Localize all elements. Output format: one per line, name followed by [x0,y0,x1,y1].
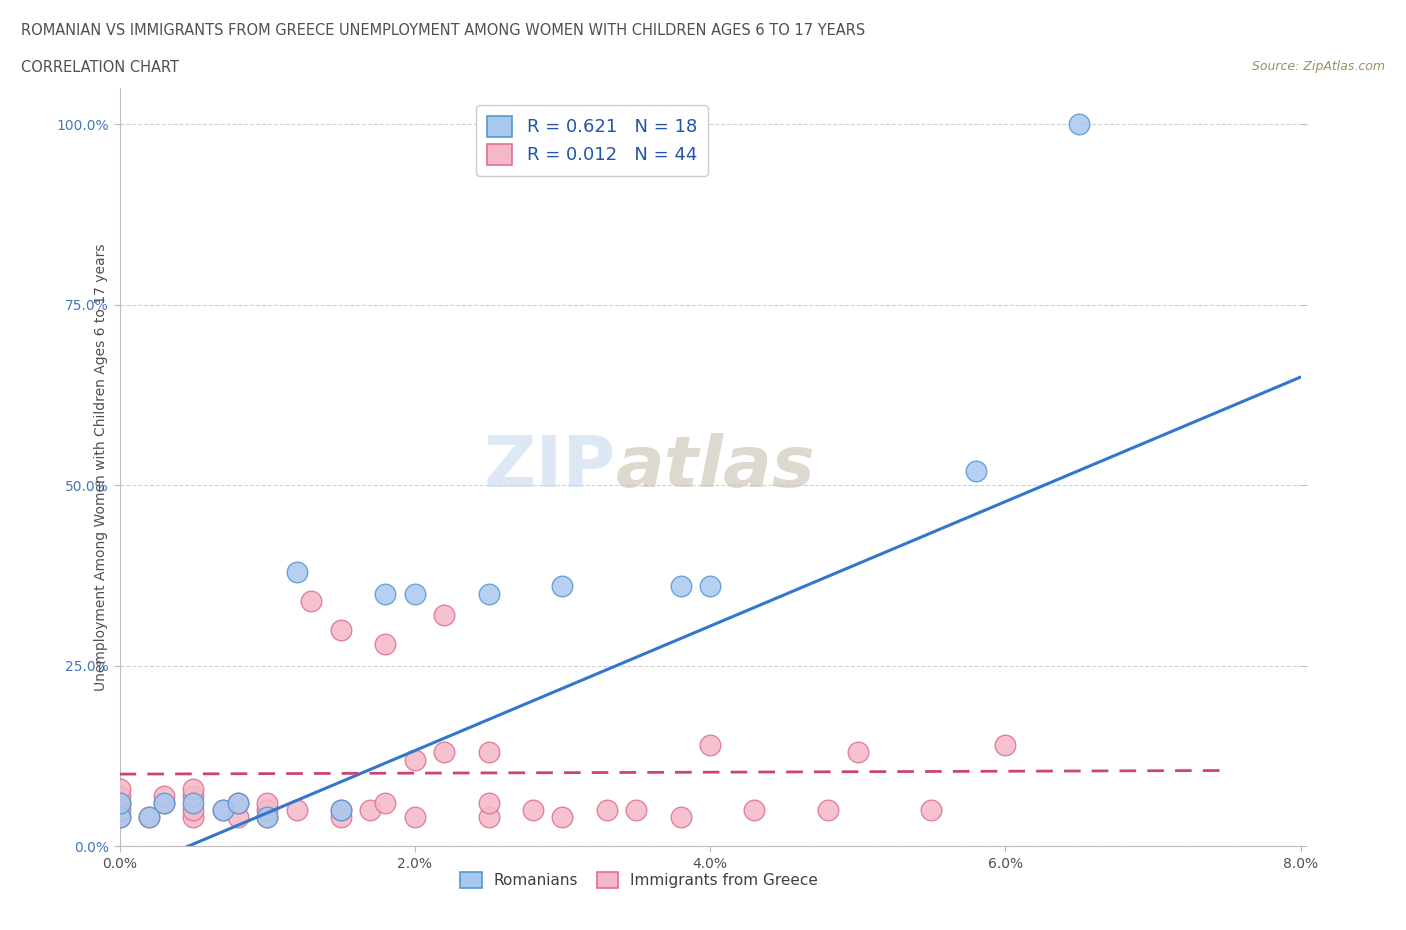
Point [329,622,352,637]
Point [846,745,869,760]
Point [433,745,456,760]
Point [404,810,426,825]
Point [817,803,839,817]
Point [183,795,205,810]
Point [360,803,382,817]
Point [108,795,131,810]
Point [522,803,544,817]
Point [226,795,249,810]
Point [153,795,174,810]
Point [226,795,249,810]
Point [138,810,160,825]
Text: CORRELATION CHART: CORRELATION CHART [21,60,179,75]
Point [138,810,160,825]
Text: atlas: atlas [616,432,815,502]
Point [329,803,352,817]
Point [211,803,233,817]
Point [256,795,278,810]
Point [478,810,501,825]
Point [108,781,131,796]
Point [108,810,131,825]
Point [994,737,1017,752]
Point [551,810,574,825]
Point [478,586,501,601]
Point [153,789,174,804]
Point [301,593,323,608]
Text: ROMANIAN VS IMMIGRANTS FROM GREECE UNEMPLOYMENT AMONG WOMEN WITH CHILDREN AGES 6: ROMANIAN VS IMMIGRANTS FROM GREECE UNEMP… [21,23,865,38]
Point [183,781,205,796]
Point [551,579,574,594]
Point [921,803,943,817]
Text: Source: ZipAtlas.com: Source: ZipAtlas.com [1251,60,1385,73]
Point [374,586,396,601]
Point [183,810,205,825]
Point [404,586,426,601]
Point [285,803,308,817]
Point [699,737,721,752]
Point [433,608,456,623]
Point [669,579,692,594]
Text: ZIP: ZIP [484,432,616,502]
Point [626,803,648,817]
Point [256,810,278,825]
Point [1069,117,1091,132]
Point [108,789,131,804]
Legend: Romanians, Immigrants from Greece: Romanians, Immigrants from Greece [453,864,825,896]
Point [374,795,396,810]
Point [108,803,131,817]
Point [329,810,352,825]
Y-axis label: Unemployment Among Women with Children Ages 6 to 17 years: Unemployment Among Women with Children A… [94,244,108,691]
Point [699,579,721,594]
Point [256,803,278,817]
Point [108,795,131,810]
Point [153,795,174,810]
Point [742,803,765,817]
Point [596,803,619,817]
Point [256,810,278,825]
Point [108,810,131,825]
Point [211,803,233,817]
Point [285,565,308,579]
Point [404,752,426,767]
Point [183,803,205,817]
Point [183,789,205,804]
Point [374,637,396,652]
Point [669,810,692,825]
Point [965,463,987,478]
Point [478,795,501,810]
Point [478,745,501,760]
Point [226,810,249,825]
Point [329,803,352,817]
